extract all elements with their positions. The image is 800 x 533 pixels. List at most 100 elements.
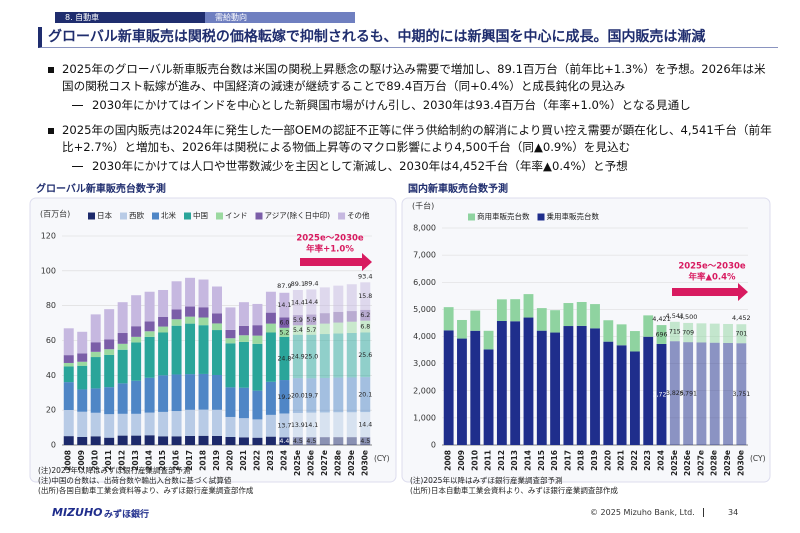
copyright: © 2025 Mizuho Bank, Ltd. [590, 508, 704, 517]
x-tick-label: 2014 [523, 450, 532, 471]
data-label: 15.8 [358, 293, 372, 300]
bar-segment [77, 389, 88, 412]
bar-segment [198, 373, 209, 410]
bar-segment [360, 437, 371, 445]
x-tick-label: 2011 [484, 450, 493, 471]
bar-segment [77, 331, 88, 354]
x-tick-label: 2012 [497, 450, 506, 471]
charts: グローバル新車販売台数予測 (百万台) 0 20 40 60 80 100 120 2008 200… [29, 182, 771, 483]
bar-segment [510, 321, 521, 445]
bar-segment [212, 286, 222, 314]
legend-swatch [120, 212, 127, 220]
bullet-text: 2025年の国内販売は2024年に発生した一部OEMの認証不正等に伴う供給制約の… [62, 123, 772, 154]
logo: MIZUHO [52, 506, 103, 519]
x-tick-label: 2014 [145, 450, 154, 471]
x-tick-label: 2008 [64, 450, 73, 471]
x-tick-label: 2024 [279, 450, 288, 471]
bullet: 2025年の国内販売は2024年に発生した一部OEMの認証不正等に伴う供給制約の… [48, 122, 774, 156]
bar-segment [252, 303, 263, 326]
bar-segment [117, 383, 128, 414]
sub-bullet: 2030年にかけてはインドを中心とした新興国市場がけん引し、2030年は93.4… [72, 97, 782, 114]
x-unit: (CY) [750, 454, 766, 463]
bar-segment [333, 311, 344, 323]
bar-segment [158, 375, 169, 412]
y-tick-label: 5,000 [413, 305, 436, 314]
bar-segment [144, 377, 155, 413]
x-tick-label: 2026e [683, 450, 692, 476]
bar-segment [212, 323, 222, 331]
bar-segment [279, 437, 290, 445]
bar-segment [131, 435, 142, 445]
bar-segment [104, 414, 115, 438]
bar-segment [185, 323, 196, 375]
data-label: 701 [735, 331, 747, 338]
data-label: 24.8 [278, 355, 292, 362]
y-tick-label: 7,000 [413, 251, 436, 260]
bar-segment [63, 355, 74, 363]
bar-segment [144, 331, 155, 337]
bar-segment [185, 409, 196, 436]
total-label: 4,541 [666, 312, 685, 320]
axis-unit: (千台) [412, 201, 434, 211]
bar-segment [443, 307, 454, 331]
bar-segment [171, 374, 182, 412]
bar-segment [198, 409, 209, 436]
bar-segment [550, 310, 561, 333]
x-tick-label: 2017 [563, 450, 572, 471]
bar-segment [360, 377, 371, 413]
bank-name: みずほ銀行 [104, 510, 150, 520]
data-label: 25.0 [304, 354, 318, 361]
bar-segment [563, 326, 574, 445]
x-tick-label: 2029e [347, 450, 356, 476]
bar-segment [212, 435, 222, 445]
bar-segment [265, 381, 276, 415]
bar-segment [90, 342, 101, 352]
chart-title: グローバル新車販売台数予測 [36, 182, 166, 195]
bar-segment [158, 316, 169, 327]
bar-segment [131, 326, 142, 337]
bar-segment [306, 378, 317, 413]
data-label: 4.5 [293, 438, 303, 445]
bar-segment [225, 387, 236, 417]
bar-segment [185, 374, 196, 410]
bar-segment [603, 320, 614, 342]
bar-segment [225, 338, 236, 344]
bar-segment [225, 307, 236, 330]
x-tick-label: 2013 [510, 450, 519, 471]
y-tick-label: 120 [41, 232, 56, 241]
slide-title: グローバル新車販売は関税の価格転嫁で抑制されるも、中期的には新興国を中心に成長。… [38, 27, 778, 48]
bar-segment [629, 331, 640, 352]
legend-swatch [537, 213, 545, 221]
bar-segment [225, 416, 236, 437]
bar-segment [265, 312, 276, 324]
bar-segment [683, 322, 694, 343]
y-tick-label: 8,000 [413, 224, 436, 233]
bar-segment [616, 345, 627, 445]
x-tick-label: 2023 [643, 450, 652, 471]
bar-segment [144, 336, 155, 378]
bar-segment [319, 437, 330, 445]
bar-segment [292, 325, 303, 335]
bar-segment [576, 301, 587, 326]
bar-segment [238, 335, 249, 342]
annotation: 2025e～2030e [296, 234, 364, 244]
data-label: 20.0 [291, 393, 305, 400]
bar-segment [90, 412, 101, 437]
axis-unit: (百万台) [40, 209, 70, 219]
footnote: (出所)日本自動車工業会資料より、みずほ銀行産業調査部作成 [410, 486, 618, 495]
bar-segment [185, 316, 196, 324]
legend-label: 北米 [161, 210, 176, 220]
bar-segment [77, 353, 88, 362]
bar-segment [576, 325, 587, 445]
bar-segment [158, 326, 169, 333]
x-tick-label: 2028e [710, 450, 719, 476]
data-label: 24.9 [291, 353, 305, 360]
legend-label: その他 [347, 210, 370, 220]
bar-segment [158, 289, 169, 317]
data-label: 3,791 [679, 391, 697, 398]
bar-segment [333, 285, 344, 312]
bar-segment [104, 387, 115, 415]
data-label: 14.4 [291, 300, 305, 307]
legend-label: 商用車販売台数 [477, 211, 530, 221]
bar-segment [603, 341, 614, 445]
